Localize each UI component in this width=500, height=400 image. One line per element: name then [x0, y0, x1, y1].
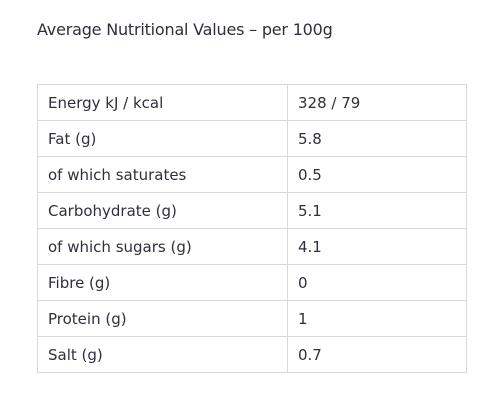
value-cell: 5.1 — [287, 192, 467, 229]
value-cell: 0 — [287, 264, 467, 301]
nutrient-cell: Energy kJ / kcal — [37, 84, 288, 121]
table-row: Energy kJ / kcal 328 / 79 — [37, 84, 467, 121]
table-row: Salt (g) 0.7 — [37, 336, 467, 373]
value-cell: 0.5 — [287, 156, 467, 193]
nutrient-cell: Carbohydrate (g) — [37, 192, 288, 229]
nutrient-cell: Protein (g) — [37, 300, 288, 337]
nutrient-cell: of which sugars (g) — [37, 228, 288, 265]
value-cell: 5.8 — [287, 120, 467, 157]
table-row: Fibre (g) 0 — [37, 264, 467, 301]
table-row: of which saturates 0.5 — [37, 156, 467, 193]
table-row: Protein (g) 1 — [37, 300, 467, 337]
nutrient-cell: Fibre (g) — [37, 264, 288, 301]
nutrient-cell: of which saturates — [37, 156, 288, 193]
value-cell: 1 — [287, 300, 467, 337]
nutrition-table: Energy kJ / kcal 328 / 79 Fat (g) 5.8 of… — [37, 84, 467, 373]
value-cell: 328 / 79 — [287, 84, 467, 121]
table-row: of which sugars (g) 4.1 — [37, 228, 467, 265]
nutrient-cell: Fat (g) — [37, 120, 288, 157]
value-cell: 0.7 — [287, 336, 467, 373]
nutrition-heading: Average Nutritional Values – per 100g — [37, 20, 333, 39]
nutrient-cell: Salt (g) — [37, 336, 288, 373]
table-row: Fat (g) 5.8 — [37, 120, 467, 157]
value-cell: 4.1 — [287, 228, 467, 265]
table-row: Carbohydrate (g) 5.1 — [37, 192, 467, 229]
